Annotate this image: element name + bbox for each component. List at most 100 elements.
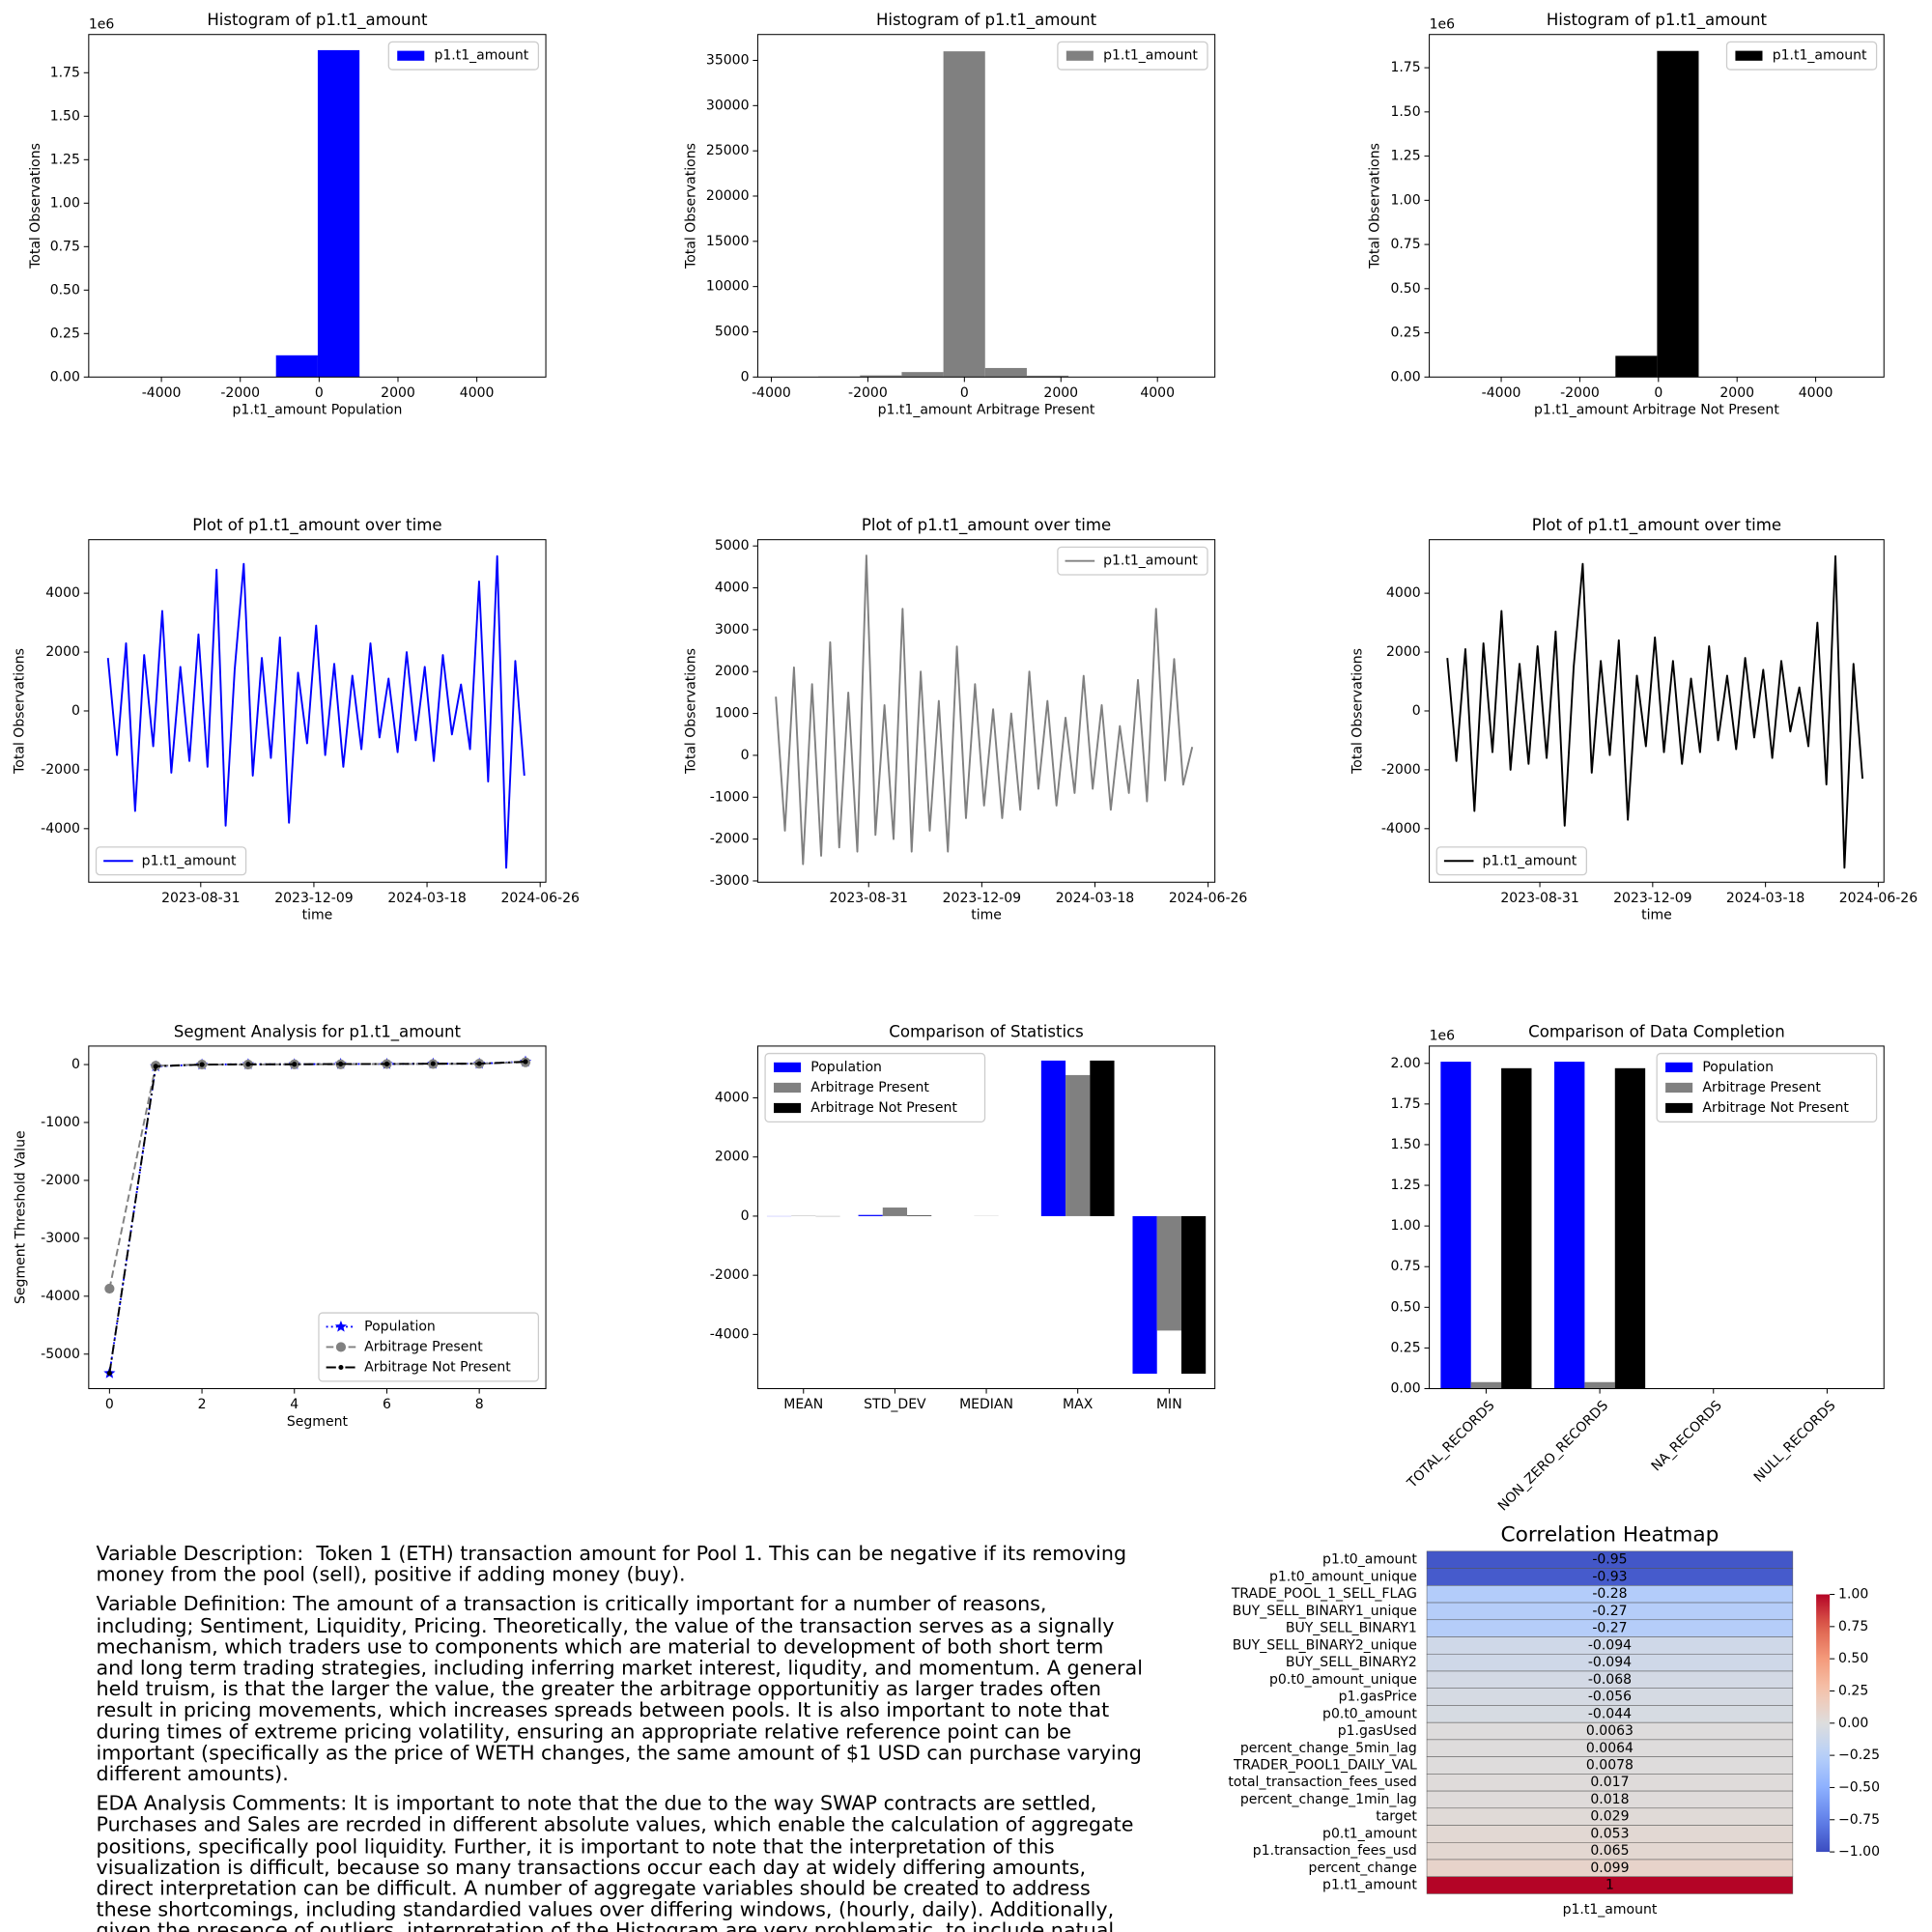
bar bbox=[1132, 1215, 1157, 1375]
x-tick-label: 2000 bbox=[381, 385, 415, 401]
x-tick-label: 4 bbox=[290, 1397, 298, 1412]
y-tick-label: 1.00 bbox=[50, 195, 80, 211]
y-tick-label: 0.00 bbox=[50, 369, 80, 384]
row-label: percent_change_5min_lag bbox=[1240, 1741, 1417, 1756]
legend-label: p1.t1_amount bbox=[1103, 48, 1198, 64]
axes-frame bbox=[88, 1045, 547, 1390]
cell-label: -0.068 bbox=[1588, 1672, 1632, 1688]
colorbar-tick-label: 0.75 bbox=[1838, 1619, 1868, 1634]
bar bbox=[1065, 1074, 1091, 1216]
axes-frame bbox=[1429, 539, 1885, 883]
y-axis-label: Total Observations bbox=[684, 648, 699, 775]
bar bbox=[1554, 1062, 1585, 1389]
row-label: p1.t0_amount bbox=[1322, 1552, 1417, 1568]
y-tick-label: 5000 bbox=[715, 538, 750, 554]
x-tick-label: 2023-08-31 bbox=[830, 891, 908, 906]
y-offset-label: 1e6 bbox=[89, 17, 115, 33]
x-tick-label: 0 bbox=[105, 1397, 114, 1412]
legend-label: Population bbox=[1702, 1060, 1774, 1075]
cell-label: -0.094 bbox=[1588, 1655, 1632, 1670]
bar bbox=[1614, 1067, 1646, 1389]
data-point bbox=[199, 1062, 205, 1067]
y-tick-label: 0.75 bbox=[50, 239, 80, 254]
x-tick-label: -2000 bbox=[848, 385, 888, 401]
legend-label: Arbitrage Not Present bbox=[1702, 1100, 1849, 1116]
y-tick-label: 0 bbox=[741, 748, 750, 763]
y-tick-label: 10000 bbox=[706, 279, 750, 295]
y-tick-label: 0.00 bbox=[1390, 1380, 1420, 1396]
y-tick-label: -3000 bbox=[710, 873, 750, 889]
chart: Correlation Heatmap -0.95 p1.t0_amount -0.9… bbox=[1228, 1522, 1880, 1918]
row-label: p0.t0_amount bbox=[1322, 1706, 1417, 1721]
axes-frame bbox=[756, 539, 1216, 883]
chart-title: Plot of p1.t1_amount over time bbox=[192, 516, 441, 535]
legend-swatch bbox=[1065, 50, 1094, 61]
x-tick-label: 2024-06-26 bbox=[500, 891, 580, 906]
y-tick-label: -4000 bbox=[41, 821, 80, 837]
row-label: BUY_SELL_BINARY2_unique bbox=[1233, 1637, 1417, 1653]
y-tick-label: -2000 bbox=[41, 762, 80, 778]
x-tick-label: 2023-08-31 bbox=[1500, 891, 1578, 906]
notes: Variable Description: Token 1 (ETH) tran… bbox=[96, 1543, 1146, 1932]
y-tick-label: 0.50 bbox=[1390, 1299, 1420, 1315]
y-tick-label: -1000 bbox=[41, 1115, 80, 1130]
axes-frame bbox=[756, 1045, 1216, 1390]
legend-box bbox=[1057, 546, 1208, 576]
legend-swatch bbox=[774, 1062, 802, 1073]
data-point bbox=[104, 1283, 115, 1294]
legend-box bbox=[318, 1312, 540, 1382]
chart: Segment Analysis for p1.t1_amount Segment… bbox=[14, 1022, 547, 1430]
row-label: p1.t1_amount bbox=[1322, 1878, 1417, 1893]
y-tick-label: 1.00 bbox=[1390, 1218, 1420, 1234]
colorbar-tick-label: −0.25 bbox=[1838, 1747, 1880, 1763]
y-tick-label: 2.00 bbox=[1390, 1056, 1420, 1071]
chart: Plot of p1.t1_amount over time Total Obse… bbox=[12, 516, 580, 923]
x-tick-label: 2000 bbox=[1719, 385, 1754, 401]
colorbar-tick-label: 1.00 bbox=[1838, 1587, 1868, 1603]
histogram-bar bbox=[1615, 355, 1658, 378]
axes-frame bbox=[88, 539, 547, 883]
row-label: TRADER_POOL1_DAILY_VAL bbox=[1233, 1757, 1417, 1773]
legend-label: p1.t1_amount bbox=[1482, 853, 1577, 868]
chart-title: Histogram of p1.t1_amount bbox=[207, 11, 428, 30]
y-tick-label: 0.25 bbox=[50, 326, 80, 341]
row-label: p1.transaction_fees_usd bbox=[1253, 1843, 1417, 1859]
legend-label: p1.t1_amount bbox=[1773, 48, 1867, 64]
data-line bbox=[108, 1061, 526, 1290]
legend-marker bbox=[338, 1364, 344, 1371]
data-point bbox=[523, 1059, 528, 1065]
x-tick-label: -2000 bbox=[1560, 385, 1600, 401]
x-tick-label: 6 bbox=[383, 1397, 391, 1412]
x-tick-label: 2023-12-09 bbox=[943, 891, 1021, 906]
axes-frame bbox=[756, 34, 1216, 378]
data-line bbox=[106, 554, 526, 869]
chart-title: Segment Analysis for p1.t1_amount bbox=[174, 1022, 462, 1041]
cell-label: 0.018 bbox=[1590, 1792, 1629, 1807]
y-axis-label: Total Observations bbox=[1367, 143, 1382, 270]
y-tick-label: -2000 bbox=[1381, 762, 1421, 778]
y-tick-label: 3000 bbox=[715, 622, 750, 638]
y-axis-label: Total Observations bbox=[1350, 648, 1366, 775]
legend-swatch bbox=[774, 1102, 802, 1114]
legend-label: Arbitrage Not Present bbox=[364, 1359, 511, 1375]
x-tick-label: STD_DEV bbox=[864, 1397, 926, 1412]
chart: Comparison of Statistics -4000 -2000 0 2000 4… bbox=[710, 1022, 1216, 1412]
legend-swatch bbox=[1665, 1082, 1693, 1094]
colorbar-tick-label: 0.00 bbox=[1838, 1716, 1868, 1731]
y-offset-label: 1e6 bbox=[1430, 1029, 1456, 1044]
colorbar bbox=[1816, 1594, 1831, 1853]
colorbar-tick-label: −0.75 bbox=[1838, 1812, 1880, 1828]
bar bbox=[1470, 1381, 1502, 1389]
y-tick-label: 1.25 bbox=[1390, 149, 1420, 164]
legend-label: Arbitrage Present bbox=[810, 1080, 929, 1095]
y-tick-label: 25000 bbox=[706, 143, 750, 158]
x-tick-label: -4000 bbox=[1482, 385, 1521, 401]
chart-title: Plot of p1.t1_amount over time bbox=[1532, 516, 1781, 535]
chart: Plot of p1.t1_amount over time Total Obse… bbox=[684, 516, 1248, 923]
colorbar-tick-label: −0.50 bbox=[1838, 1779, 1880, 1795]
x-tick-label: 2023-08-31 bbox=[161, 891, 240, 906]
row-label: BUY_SELL_BINARY1 bbox=[1286, 1621, 1417, 1636]
y-axis-label: Total Observations bbox=[12, 648, 27, 775]
data-point bbox=[153, 1064, 158, 1069]
